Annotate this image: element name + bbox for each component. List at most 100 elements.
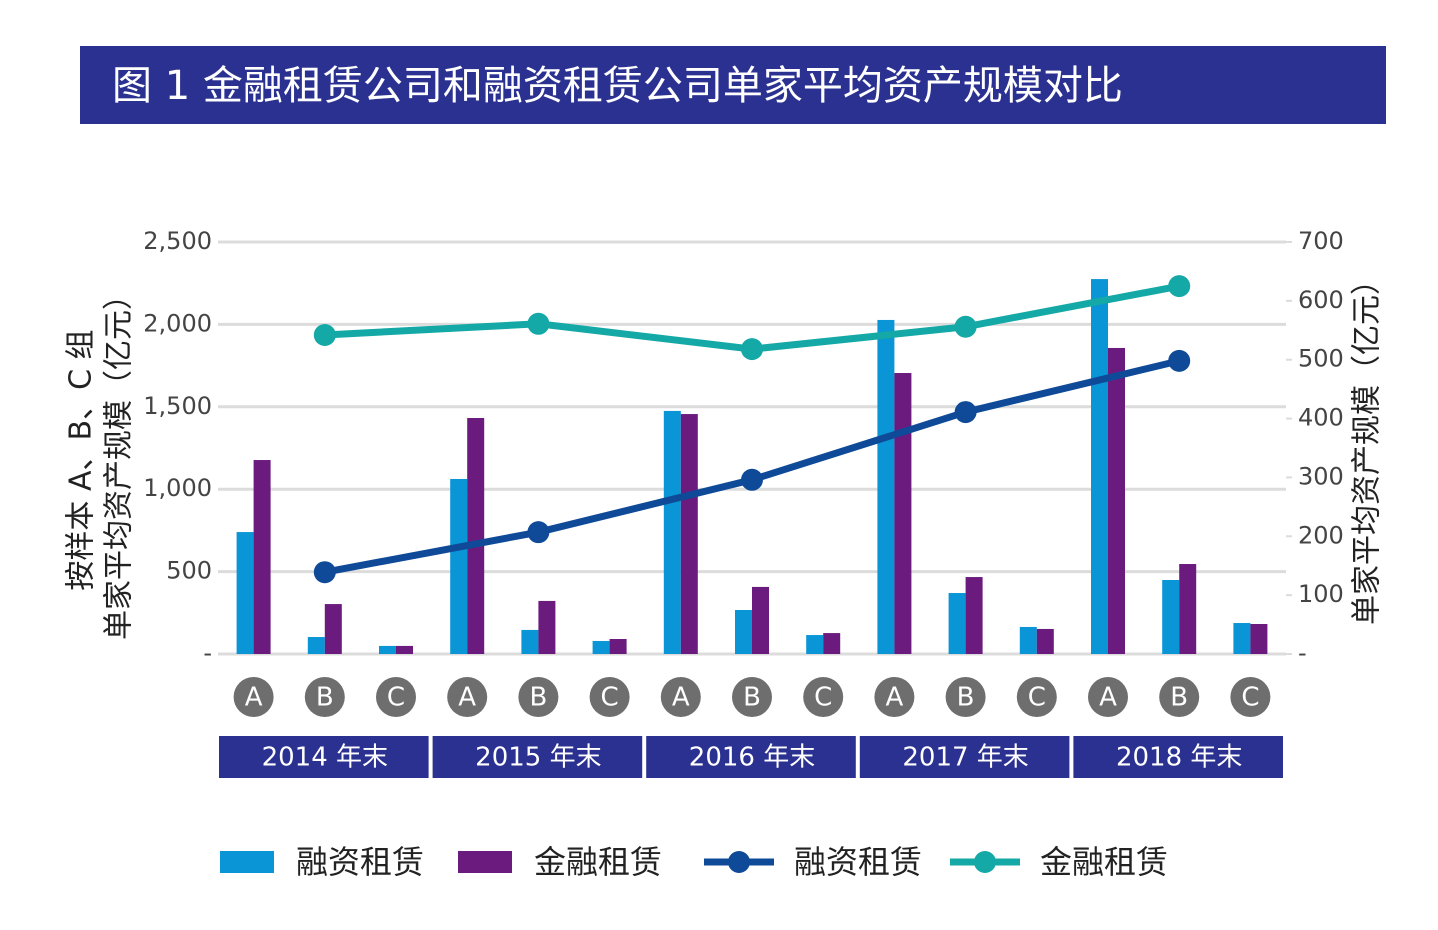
- group-box: [432, 736, 643, 778]
- category-badge: [874, 677, 915, 717]
- x-tick-label: C: [814, 683, 832, 713]
- group-box: [219, 736, 429, 778]
- legend-label: 金融租赁: [1040, 843, 1168, 881]
- category-badge: [1016, 677, 1057, 717]
- legend-label: 金融租赁: [534, 843, 662, 881]
- bar: [592, 640, 610, 654]
- line-point: [741, 338, 763, 361]
- y2-tick-label: 400: [1298, 404, 1344, 432]
- legend-label: 融资租赁: [296, 843, 424, 881]
- category-badge: [304, 677, 345, 717]
- group-label: 2014 年末: [262, 743, 388, 773]
- category-badge: [1088, 677, 1128, 717]
- x-tick-label: C: [1241, 683, 1259, 713]
- bar: [609, 639, 627, 654]
- y2-tick-label: 700: [1298, 227, 1344, 255]
- x-tick-label: B: [316, 683, 334, 713]
- bar: [1162, 580, 1180, 654]
- bar: [735, 609, 752, 654]
- bar: [1250, 624, 1268, 654]
- category-badge: [660, 677, 701, 717]
- x-tick-label: B: [743, 683, 761, 713]
- legend-swatch: [458, 851, 512, 873]
- category-badge: [732, 677, 772, 717]
- category-badge: [589, 677, 630, 717]
- line-point: [954, 315, 977, 338]
- y-tick-label: -: [203, 639, 212, 667]
- category-badge: [518, 677, 559, 717]
- title-banner: [80, 46, 1386, 124]
- line-point: [954, 401, 977, 424]
- bar: [1108, 347, 1125, 654]
- bar: [877, 319, 895, 654]
- x-tick-label: B: [957, 683, 975, 713]
- y-axis-label: 单家平均资产规模（亿元）: [102, 280, 137, 640]
- bar: [396, 645, 413, 654]
- bar: [1179, 564, 1197, 654]
- chart-title: 图 1 金融租赁公司和融资租赁公司单家平均资产规模对比: [112, 63, 1123, 109]
- y-tick-label: 2,000: [143, 309, 212, 337]
- line-point: [527, 312, 550, 335]
- bar: [521, 629, 539, 654]
- bar: [538, 600, 556, 654]
- y-axis-label: 按样本 A、B、C 组: [64, 329, 99, 590]
- bar: [450, 478, 468, 654]
- bar: [948, 593, 966, 654]
- bar: [894, 373, 912, 654]
- group-label: 2017 年末: [902, 743, 1028, 773]
- bar: [823, 633, 841, 654]
- line-point: [313, 561, 336, 584]
- category-badge: [1159, 677, 1200, 717]
- y2-axis-label: 单家平均资产规模（亿元）: [1350, 265, 1385, 625]
- bar: [324, 604, 342, 654]
- group-label: 2018 年末: [1116, 743, 1242, 773]
- line-point: [741, 468, 763, 491]
- group-box: [646, 736, 856, 778]
- bar: [1036, 628, 1054, 654]
- line-point: [1168, 349, 1191, 372]
- y2-tick-label: 600: [1298, 286, 1344, 314]
- line-point: [527, 521, 550, 544]
- category-badge: [233, 677, 274, 717]
- category-badge: [376, 677, 416, 717]
- group-label: 2015 年末: [475, 743, 601, 773]
- y2-tick-label: 200: [1298, 521, 1344, 549]
- legend-swatch: [974, 851, 996, 873]
- legend-swatch: [728, 851, 750, 873]
- y-tick-label: 500: [166, 557, 212, 585]
- y2-tick-label: 500: [1298, 345, 1344, 373]
- category-badge: [803, 677, 844, 717]
- x-tick-label: A: [245, 683, 263, 713]
- x-tick-label: A: [458, 683, 476, 713]
- x-tick-label: C: [1028, 683, 1046, 713]
- x-tick-label: A: [672, 683, 690, 713]
- category-badge: [1230, 677, 1271, 717]
- category-badge: [447, 677, 488, 717]
- bar: [379, 645, 396, 654]
- bar: [307, 637, 325, 654]
- group-box: [1073, 736, 1283, 778]
- bar: [965, 577, 983, 654]
- category-badge: [945, 677, 986, 717]
- x-tick-label: B: [529, 683, 547, 713]
- bar: [680, 414, 698, 654]
- y-tick-label: 1,000: [143, 474, 212, 502]
- x-tick-label: A: [886, 683, 904, 713]
- bar: [752, 586, 769, 654]
- bar: [467, 418, 485, 654]
- legend-swatch: [220, 851, 274, 873]
- bar: [1091, 279, 1108, 654]
- bar: [1233, 623, 1251, 654]
- y2-tick-label: 100: [1298, 580, 1344, 608]
- y-tick-label: 1,500: [143, 392, 212, 420]
- line-point: [1168, 275, 1191, 298]
- y2-tick-label: -: [1298, 639, 1307, 667]
- y2-tick-label: 300: [1298, 462, 1344, 490]
- y-tick-label: 2,500: [143, 227, 212, 255]
- bar: [1019, 626, 1037, 654]
- bar: [236, 532, 254, 654]
- bar: [806, 635, 824, 654]
- line-point: [313, 323, 336, 346]
- x-tick-label: B: [1170, 683, 1188, 713]
